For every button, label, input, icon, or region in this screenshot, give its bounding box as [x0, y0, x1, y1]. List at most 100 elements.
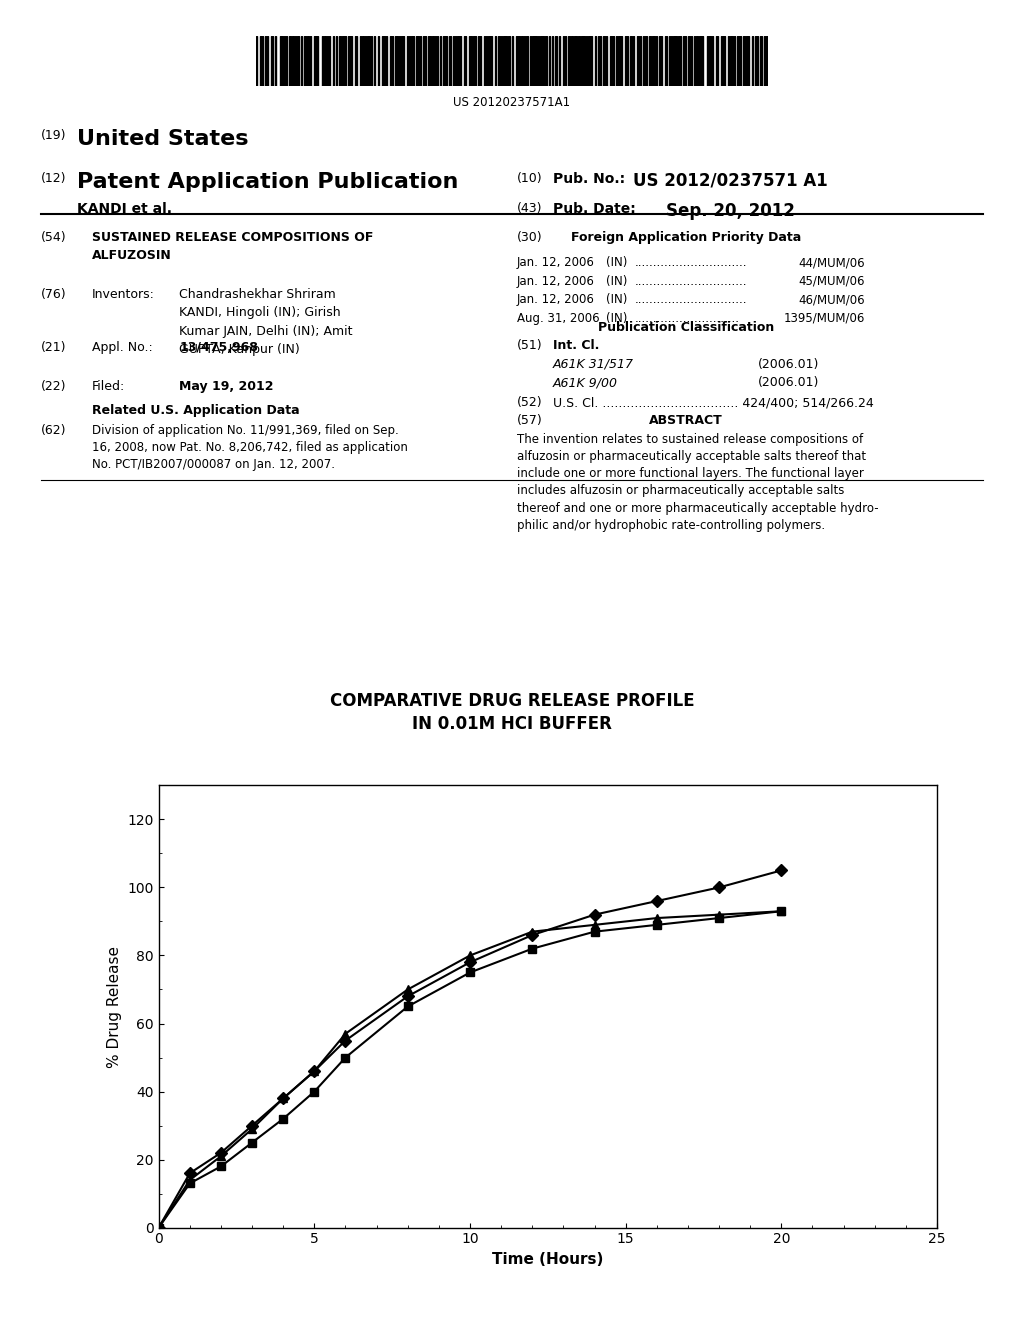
Text: ALFUZOSIN: ALFUZOSIN	[92, 249, 172, 263]
Bar	[297, 36, 299, 86]
Bar	[671, 36, 672, 86]
Bar	[516, 36, 520, 86]
Bar	[691, 36, 692, 86]
Example 1	[278, 1111, 290, 1127]
Text: ..............................: ..............................	[635, 275, 748, 288]
Bar	[637, 36, 639, 86]
Text: Pub. Date:: Pub. Date:	[553, 202, 636, 216]
Line: Uroxatral ®: Uroxatral ®	[155, 866, 785, 1232]
Bar	[512, 36, 513, 86]
Uroxatral ®	[215, 1144, 227, 1160]
Text: 1395/MUM/06: 1395/MUM/06	[784, 312, 865, 325]
Bar	[730, 36, 733, 86]
Uroxatral ®	[339, 1032, 351, 1048]
Bar	[508, 36, 510, 86]
Bar	[563, 36, 564, 86]
Bar	[696, 36, 698, 86]
Bar	[501, 36, 502, 86]
Text: US 20120237571A1: US 20120237571A1	[454, 96, 570, 110]
Text: includes alfuzosin or pharmaceutically acceptable salts: includes alfuzosin or pharmaceutically a…	[517, 484, 845, 498]
Bar	[484, 36, 485, 86]
Bar	[428, 36, 431, 86]
Bar	[488, 36, 492, 86]
Text: (22): (22)	[41, 380, 67, 393]
Text: The invention relates to sustained release compositions of: The invention relates to sustained relea…	[517, 433, 863, 446]
Bar	[555, 36, 557, 86]
Bar	[721, 36, 725, 86]
Bar	[559, 36, 560, 86]
Bar	[598, 36, 601, 86]
Example 1	[339, 1049, 351, 1065]
Text: (76): (76)	[41, 288, 67, 301]
Example 2	[713, 907, 725, 923]
Text: Publication Classification: Publication Classification	[598, 321, 774, 334]
Example 1	[526, 941, 539, 957]
Bar	[521, 36, 523, 86]
Bar	[486, 36, 487, 86]
Text: Int. Cl.: Int. Cl.	[553, 339, 599, 352]
Bar	[716, 36, 718, 86]
Text: Sep. 20, 2012: Sep. 20, 2012	[666, 202, 795, 220]
Bar	[595, 36, 596, 86]
Bar	[390, 36, 393, 86]
Bar	[342, 36, 346, 86]
Bar	[437, 36, 438, 86]
Text: Jan. 12, 2006: Jan. 12, 2006	[517, 256, 595, 269]
Text: ABSTRACT: ABSTRACT	[649, 414, 723, 428]
Line: Example 2: Example 2	[155, 907, 785, 1232]
Bar	[324, 36, 326, 86]
Bar	[271, 36, 273, 86]
Text: ............................: ............................	[635, 312, 740, 325]
Text: (62): (62)	[41, 424, 67, 437]
Example 2	[183, 1172, 196, 1188]
Example 1	[215, 1159, 227, 1175]
Bar	[673, 36, 677, 86]
Text: IN 0.01M HCI BUFFER: IN 0.01M HCI BUFFER	[412, 714, 612, 733]
Bar	[766, 36, 769, 86]
Bar	[545, 36, 547, 86]
Bar	[764, 36, 765, 86]
Bar	[532, 36, 537, 86]
Text: Division of application No. 11/991,369, filed on Sep.: Division of application No. 11/991,369, …	[92, 424, 399, 437]
Bar	[386, 36, 387, 86]
Text: Jan. 12, 2006: Jan. 12, 2006	[517, 275, 595, 288]
Bar	[633, 36, 634, 86]
Example 1	[308, 1084, 321, 1100]
Text: A61K 9/00: A61K 9/00	[553, 376, 617, 389]
Bar	[649, 36, 651, 86]
Bar	[286, 36, 287, 86]
Bar	[495, 36, 496, 86]
Bar	[752, 36, 753, 86]
Bar	[367, 36, 370, 86]
Text: 46/MUM/06: 46/MUM/06	[799, 293, 865, 306]
Bar	[699, 36, 703, 86]
Bar	[322, 36, 323, 86]
Text: ..............................: ..............................	[635, 256, 748, 269]
Example 2	[775, 903, 787, 919]
Example 1	[589, 924, 601, 940]
Uroxatral ®	[401, 989, 414, 1005]
Bar	[643, 36, 644, 86]
Bar	[443, 36, 447, 86]
Text: US 2012/0237571 A1: US 2012/0237571 A1	[633, 172, 827, 190]
Text: Pub. No.:: Pub. No.:	[553, 172, 625, 186]
Bar	[348, 36, 352, 86]
Bar	[371, 36, 372, 86]
Example 1	[650, 917, 663, 933]
Text: No. PCT/IB2007/000087 on Jan. 12, 2007.: No. PCT/IB2007/000087 on Jan. 12, 2007.	[92, 458, 335, 471]
Uroxatral ®	[183, 1166, 196, 1181]
Bar	[606, 36, 607, 86]
Bar	[743, 36, 745, 86]
Example 2	[215, 1148, 227, 1164]
Text: Related U.S. Application Data: Related U.S. Application Data	[92, 404, 300, 417]
Example 2	[278, 1090, 290, 1106]
Text: Foreign Application Priority Data: Foreign Application Priority Data	[571, 231, 801, 244]
Bar	[568, 36, 570, 86]
Bar	[275, 36, 276, 86]
Text: Inventors:: Inventors:	[92, 288, 155, 301]
Text: GUPTA, Kanpur (IN): GUPTA, Kanpur (IN)	[179, 343, 300, 356]
Bar	[578, 36, 580, 86]
Bar	[688, 36, 690, 86]
Bar	[435, 36, 436, 86]
Example 1	[775, 903, 787, 919]
